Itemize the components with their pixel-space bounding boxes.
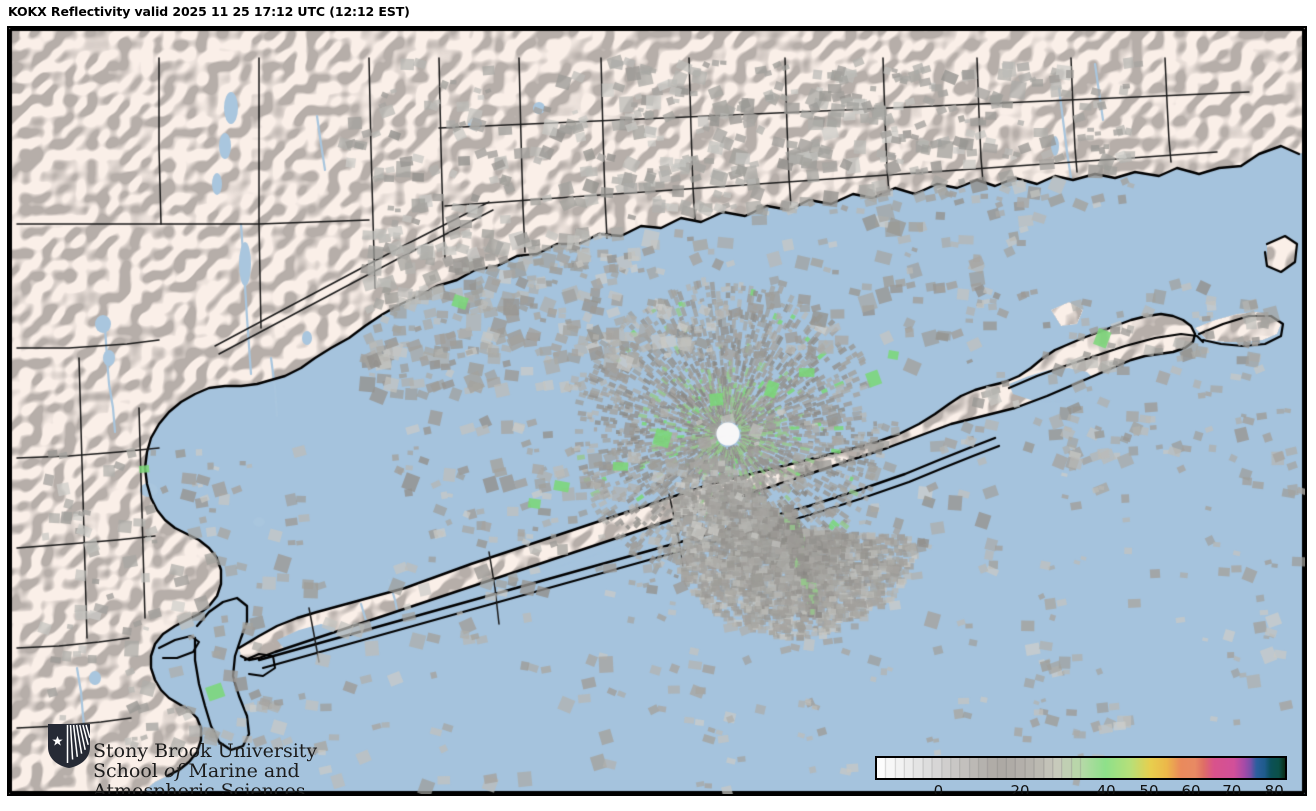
colorbar-gradient	[877, 758, 1285, 778]
colorbar-tick-labels: 0 20 40 50 60 70 80	[875, 782, 1287, 796]
colorbar-tick-40: 40	[1097, 782, 1116, 796]
colorbar-tick-70: 70	[1222, 782, 1241, 796]
colorbar-tick-50: 50	[1139, 782, 1158, 796]
colorbar-tick-20: 20	[1010, 782, 1029, 796]
title-bar: KOKX Reflectivity valid 2025 11 25 17:12…	[0, 0, 1316, 26]
colorbar-tick-0: 0	[934, 782, 944, 796]
radar-reflectivity-overlay	[9, 28, 1305, 794]
colorbar-tick-60: 60	[1181, 782, 1200, 796]
radar-map-frame[interactable]: Stony Brook University School of Marine …	[7, 26, 1307, 796]
page-title: KOKX Reflectivity valid 2025 11 25 17:12…	[8, 4, 410, 19]
reflectivity-colorbar: 0 20 40 50 60 70 80	[875, 756, 1299, 796]
colorbar-tick-80: 80	[1265, 782, 1284, 796]
colorbar-gradient-box	[875, 756, 1287, 780]
